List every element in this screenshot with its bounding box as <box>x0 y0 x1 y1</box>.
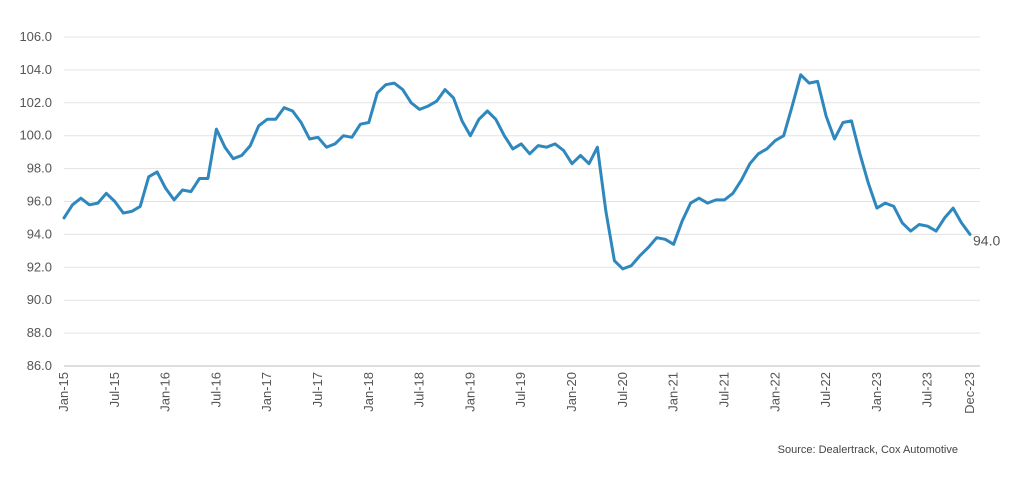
series-line <box>62 73 972 271</box>
end-data-label: 94.0 <box>973 232 1000 248</box>
y-tick-label: 104.0 <box>19 62 52 77</box>
x-tick-label: Jul-16 <box>208 372 223 407</box>
y-tick-label: 96.0 <box>27 194 52 209</box>
x-tick-label: Dec-23 <box>962 372 977 414</box>
x-tick-label: Jul-22 <box>818 372 833 407</box>
x-tick-label: Jan-16 <box>158 372 173 412</box>
y-tick-label: 88.0 <box>27 325 52 340</box>
x-tick-label: Jan-17 <box>259 372 274 412</box>
y-axis-tick-labels: 86.0 88.0 90.0 92.0 94.0 96.0 98.0 100.0 102.0 10… <box>19 29 52 373</box>
y-tick-label: 100.0 <box>19 128 52 143</box>
y-tick-label: 86.0 <box>27 358 52 373</box>
x-tick-label: Jul-18 <box>412 372 427 407</box>
series-group <box>62 73 972 271</box>
x-tick-label: Jul-23 <box>920 372 935 407</box>
x-tick-label: Jan-15 <box>56 372 71 412</box>
x-tick-label: Jul-19 <box>513 372 528 407</box>
y-tick-label: 94.0 <box>27 226 52 241</box>
x-tick-label: Jan-18 <box>361 372 376 412</box>
x-tick-label: Jan-19 <box>462 372 477 412</box>
x-tick-label: Jan-21 <box>666 372 681 412</box>
x-tick-label: Jul-15 <box>107 372 122 407</box>
source-note: Source: Dealertrack, Cox Automotive <box>777 444 958 456</box>
y-tick-label: 92.0 <box>27 259 52 274</box>
x-tick-label: Jan-23 <box>869 372 884 412</box>
x-tick-label: Jan-20 <box>564 372 579 412</box>
y-tick-label: 98.0 <box>27 161 52 176</box>
x-tick-label: Jul-20 <box>615 372 630 407</box>
y-tick-label: 90.0 <box>27 292 52 307</box>
end-labels: 94.0 <box>973 232 1000 248</box>
x-tick-label: Jul-21 <box>716 372 731 407</box>
y-tick-label: 102.0 <box>19 95 52 110</box>
x-tick-label: Jan-22 <box>767 372 782 412</box>
y-tick-label: 106.0 <box>19 29 52 44</box>
x-axis: Jan-15 Jul-15 Jan-16 Jul-16 Jan-17 Jul-17 Jan-… <box>56 372 977 414</box>
gridlines <box>64 36 980 367</box>
x-tick-label: Jul-17 <box>310 372 325 407</box>
